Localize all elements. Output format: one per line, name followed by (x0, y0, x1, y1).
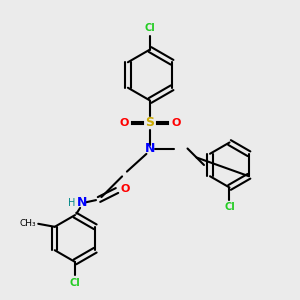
Text: O: O (120, 118, 129, 128)
Text: H: H (68, 197, 75, 208)
Text: Cl: Cl (224, 202, 235, 212)
Text: CH₃: CH₃ (19, 219, 36, 228)
Text: O: O (121, 184, 130, 194)
Text: Cl: Cl (70, 278, 80, 287)
Text: Cl: Cl (145, 23, 155, 33)
Text: N: N (77, 196, 87, 209)
Text: N: N (145, 142, 155, 155)
Text: S: S (146, 116, 154, 130)
Text: O: O (171, 118, 180, 128)
